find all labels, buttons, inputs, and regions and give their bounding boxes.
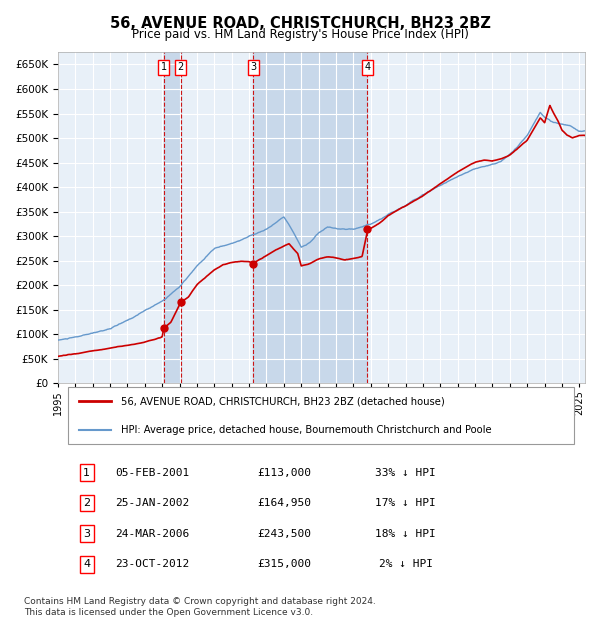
Text: 25-JAN-2002: 25-JAN-2002 xyxy=(116,498,190,508)
Text: Price paid vs. HM Land Registry's House Price Index (HPI): Price paid vs. HM Land Registry's House … xyxy=(131,28,469,41)
Text: 1: 1 xyxy=(161,62,167,72)
Text: £315,000: £315,000 xyxy=(257,559,311,569)
Text: 33% ↓ HPI: 33% ↓ HPI xyxy=(375,467,436,477)
Text: 2: 2 xyxy=(178,62,184,72)
Text: 4: 4 xyxy=(364,62,371,72)
Text: 2: 2 xyxy=(83,498,91,508)
Text: 24-MAR-2006: 24-MAR-2006 xyxy=(116,529,190,539)
Text: 1: 1 xyxy=(83,467,91,477)
Text: 3: 3 xyxy=(83,529,91,539)
FancyBboxPatch shape xyxy=(68,387,574,445)
Text: £243,500: £243,500 xyxy=(257,529,311,539)
Text: 17% ↓ HPI: 17% ↓ HPI xyxy=(375,498,436,508)
Text: 56, AVENUE ROAD, CHRISTCHURCH, BH23 2BZ: 56, AVENUE ROAD, CHRISTCHURCH, BH23 2BZ xyxy=(110,16,490,30)
Text: Contains HM Land Registry data © Crown copyright and database right 2024.
This d: Contains HM Land Registry data © Crown c… xyxy=(24,598,376,617)
Text: 18% ↓ HPI: 18% ↓ HPI xyxy=(375,529,436,539)
Text: 56, AVENUE ROAD, CHRISTCHURCH, BH23 2BZ (detached house): 56, AVENUE ROAD, CHRISTCHURCH, BH23 2BZ … xyxy=(121,396,445,406)
Text: 3: 3 xyxy=(250,62,256,72)
Bar xyxy=(164,52,181,383)
Text: 05-FEB-2001: 05-FEB-2001 xyxy=(116,467,190,477)
Text: 23-OCT-2012: 23-OCT-2012 xyxy=(116,559,190,569)
Bar xyxy=(253,52,367,383)
Text: £164,950: £164,950 xyxy=(257,498,311,508)
Text: 2% ↓ HPI: 2% ↓ HPI xyxy=(379,559,433,569)
Text: 4: 4 xyxy=(83,559,91,569)
Text: £113,000: £113,000 xyxy=(257,467,311,477)
Text: HPI: Average price, detached house, Bournemouth Christchurch and Poole: HPI: Average price, detached house, Bour… xyxy=(121,425,491,435)
